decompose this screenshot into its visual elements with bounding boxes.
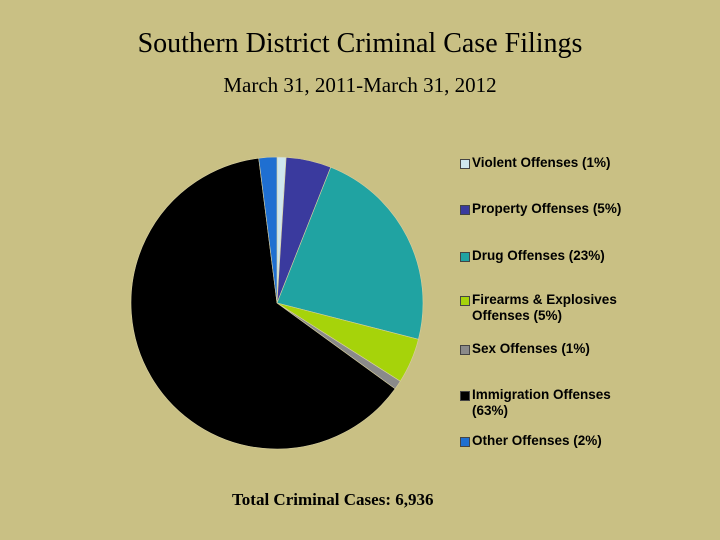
legend-label: Other Offenses <box>472 433 570 448</box>
legend-swatch <box>460 296 470 306</box>
legend-value: (5%) <box>592 201 622 216</box>
legend-entry: Sex Offenses (1%) <box>472 341 622 357</box>
legend-entry: Drug Offenses (23%) <box>472 248 622 264</box>
legend-value: (5%) <box>533 308 563 323</box>
legend-entry: Firearms & Explosives Offenses (5%) <box>472 292 622 324</box>
legend-swatch <box>460 345 470 355</box>
legend-swatch <box>460 391 470 401</box>
legend-label: Firearms & Explosives Offenses <box>472 292 617 323</box>
legend-entry: Violent Offenses (1%) <box>472 155 622 171</box>
pie-slice <box>276 166 424 340</box>
legend-label: Immigration Offenses <box>472 387 611 402</box>
legend-value: (23%) <box>568 248 605 263</box>
legend-value: (1%) <box>561 341 590 356</box>
chart-subtitle: March 31, 2011-March 31, 2012 <box>223 73 496 97</box>
legend-entry: Other Offenses (2%) <box>472 433 622 449</box>
legend-value: (63%) <box>472 403 509 418</box>
legend-value: (2%) <box>573 433 602 448</box>
chart-title: Southern District Criminal Case Filings <box>138 28 583 59</box>
annotation: Total Criminal Cases: 6,936 <box>232 490 434 509</box>
legend-value: (1%) <box>582 155 611 170</box>
legend-entry: Property Offenses (5%) <box>472 201 622 217</box>
pie-slice <box>130 157 396 450</box>
pie-slice <box>258 156 278 304</box>
legend-label: Drug Offenses <box>472 248 566 263</box>
legend-label: Sex Offenses <box>472 341 558 356</box>
legend-label: Violent Offenses <box>472 155 579 170</box>
legend-label: Property Offenses <box>472 201 590 216</box>
legend-swatch <box>460 159 470 169</box>
legend-entry: Immigration Offenses (63%) <box>472 387 622 419</box>
legend-swatch <box>460 205 470 215</box>
legend-swatch <box>460 252 470 262</box>
legend-swatch <box>460 437 470 447</box>
